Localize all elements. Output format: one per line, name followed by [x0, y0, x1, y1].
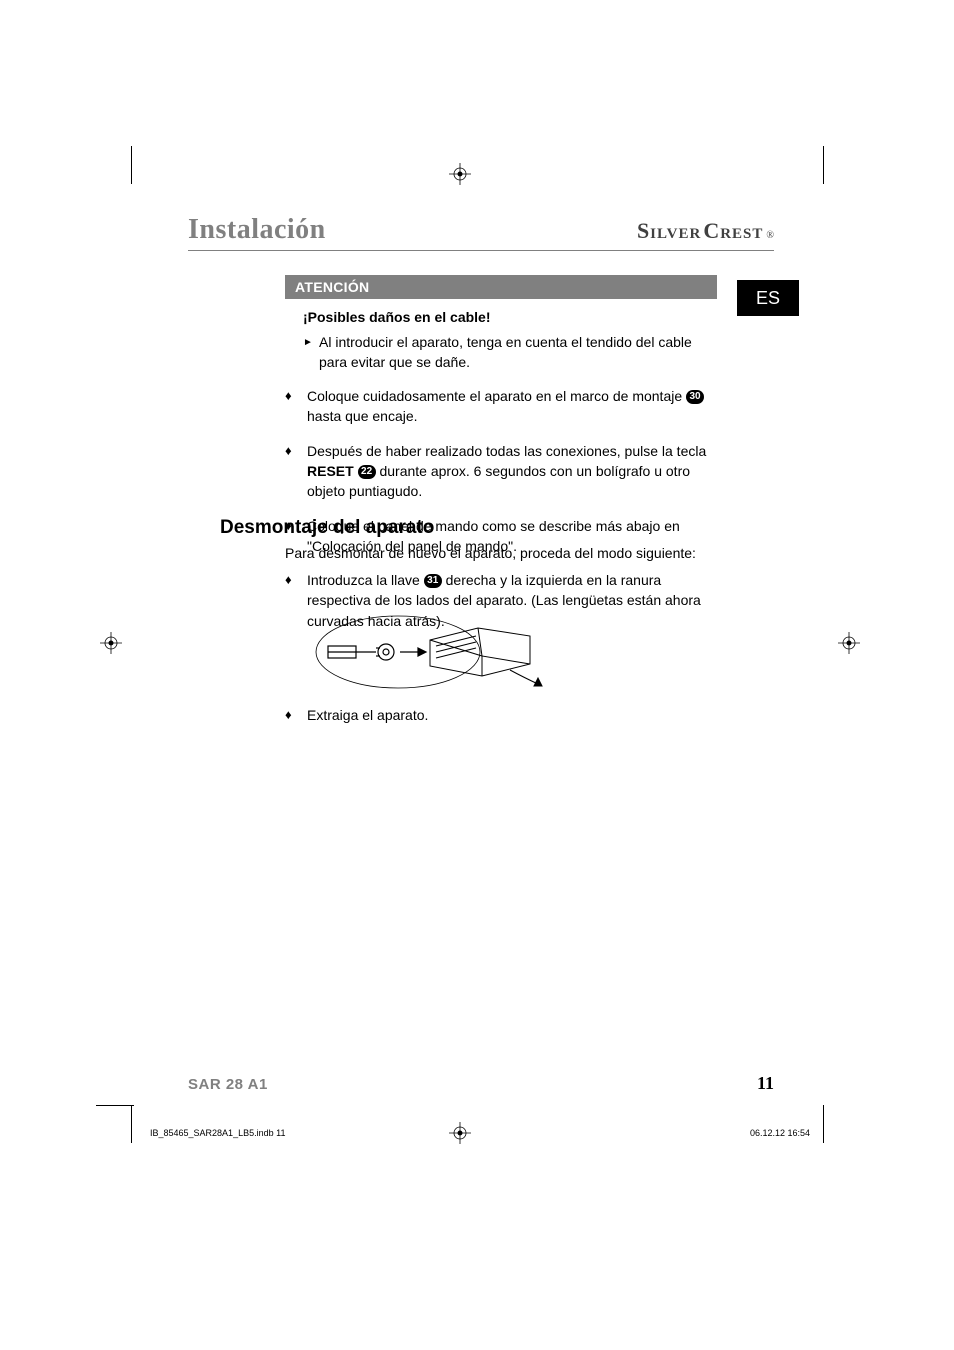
bullet-text: Extraiga el aparato. — [307, 705, 717, 725]
language-code: ES — [756, 288, 780, 309]
print-timestamp: 06.12.12 16:54 — [750, 1128, 810, 1138]
crop-mark — [131, 146, 132, 184]
brand-logo: SilverCrest® — [637, 218, 774, 244]
registration-mark-icon — [838, 632, 860, 654]
pointer-icon: ► — [303, 333, 319, 372]
list-item: ♦ Coloque cuidadosamente el aparato en e… — [285, 386, 717, 427]
footer-page-number: 11 — [757, 1073, 774, 1094]
bullet-text: Después de haber realizado todas las con… — [307, 441, 717, 502]
reference-number-badge: 30 — [686, 390, 704, 404]
list-item: ♦ Extraiga el aparato. — [285, 705, 717, 725]
language-tab: ES — [737, 280, 799, 316]
brand-silver: Silver — [637, 218, 701, 244]
registration-mark-icon — [449, 163, 471, 185]
subheading: Desmontaje del aparato — [220, 517, 434, 539]
diamond-bullet-icon: ♦ — [285, 441, 307, 502]
diamond-bullet-icon: ♦ — [285, 570, 307, 631]
diamond-bullet-icon: ♦ — [285, 386, 307, 427]
removal-diagram — [310, 612, 560, 692]
diamond-bullet-icon: ♦ — [285, 705, 307, 725]
print-metadata: IB_85465_SAR28A1_LB5.indb 11 06.12.12 16… — [150, 1128, 810, 1138]
page: Instalación SilverCrest® ES ATENCIÓN ¡Po… — [0, 0, 954, 1350]
warning-item: ► Al introducir el aparato, tenga en cue… — [303, 333, 717, 372]
header-rule — [188, 250, 774, 251]
removal-intro: Para desmontar de nuevo el aparato, proc… — [285, 545, 717, 561]
warning-text: Al introducir el aparato, tenga en cuent… — [319, 333, 717, 372]
page-header: Instalación SilverCrest® — [188, 214, 774, 246]
brand-crest: Crest — [703, 218, 763, 244]
crop-mark — [131, 1105, 132, 1143]
crop-mark — [96, 1105, 134, 1106]
reset-label: RESET — [307, 463, 354, 479]
list-item: ♦ Después de haber realizado todas las c… — [285, 441, 717, 502]
warning-subtitle: ¡Posibles daños en el cable! — [303, 309, 717, 325]
attention-header: ATENCIÓN — [285, 275, 717, 299]
brand-registered-icon: ® — [766, 230, 774, 241]
print-file: IB_85465_SAR28A1_LB5.indb 11 — [150, 1128, 285, 1138]
crop-mark — [823, 1105, 824, 1143]
reference-number-badge: 22 — [358, 465, 376, 479]
page-footer: SAR 28 A1 11 — [188, 1073, 774, 1094]
footer-model: SAR 28 A1 — [188, 1076, 268, 1093]
section-title: Instalación — [188, 214, 326, 246]
bullet-text: Coloque cuidadosamente el aparato en el … — [307, 386, 717, 427]
registration-mark-icon — [100, 632, 122, 654]
crop-mark — [823, 146, 824, 184]
after-diagram-block: ♦ Extraiga el aparato. — [285, 705, 717, 739]
reference-number-badge: 31 — [424, 574, 442, 588]
